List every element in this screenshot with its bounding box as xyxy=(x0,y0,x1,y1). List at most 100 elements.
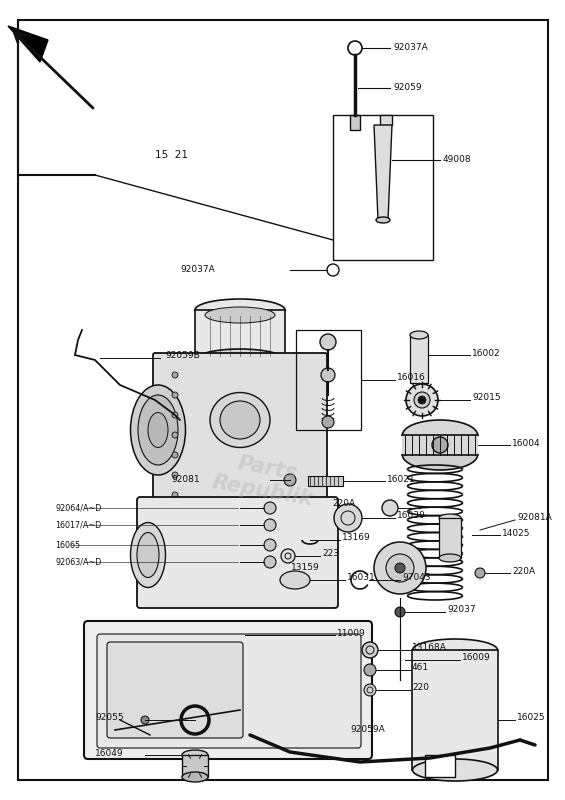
Text: 16065: 16065 xyxy=(55,541,80,550)
Bar xyxy=(308,476,343,486)
Circle shape xyxy=(406,384,438,416)
Text: 16030: 16030 xyxy=(397,511,426,521)
Circle shape xyxy=(475,568,485,578)
Circle shape xyxy=(264,539,276,551)
Text: 97043: 97043 xyxy=(402,574,431,582)
Ellipse shape xyxy=(412,639,498,661)
Circle shape xyxy=(172,492,178,498)
Ellipse shape xyxy=(182,750,208,760)
Bar xyxy=(350,115,360,130)
Text: 49008: 49008 xyxy=(443,155,472,165)
Text: 220A: 220A xyxy=(332,499,355,509)
Text: 92059B: 92059B xyxy=(165,350,200,359)
Circle shape xyxy=(321,368,335,382)
Circle shape xyxy=(284,474,296,486)
Ellipse shape xyxy=(182,772,208,782)
FancyBboxPatch shape xyxy=(84,621,372,759)
Ellipse shape xyxy=(402,440,477,470)
Ellipse shape xyxy=(412,759,498,781)
Bar xyxy=(425,755,455,777)
Bar xyxy=(439,518,461,558)
Text: 92081A: 92081A xyxy=(517,514,552,522)
Circle shape xyxy=(320,334,336,350)
Circle shape xyxy=(364,664,376,676)
Text: 15  21: 15 21 xyxy=(155,150,188,160)
Text: 16004: 16004 xyxy=(512,438,541,447)
Circle shape xyxy=(264,519,276,531)
Text: 14025: 14025 xyxy=(502,529,531,538)
Text: 461: 461 xyxy=(412,663,429,673)
Circle shape xyxy=(141,716,149,724)
Circle shape xyxy=(322,416,334,428)
Text: 16002: 16002 xyxy=(472,349,501,358)
Text: 16017/A~D: 16017/A~D xyxy=(55,521,101,530)
Circle shape xyxy=(172,372,178,378)
Text: 16025: 16025 xyxy=(517,714,546,722)
Ellipse shape xyxy=(205,307,275,323)
FancyBboxPatch shape xyxy=(107,642,243,738)
FancyBboxPatch shape xyxy=(137,497,338,608)
Polygon shape xyxy=(8,26,48,62)
Text: 92081: 92081 xyxy=(171,475,200,485)
Text: 92037A: 92037A xyxy=(393,43,428,53)
Bar xyxy=(380,115,392,125)
Circle shape xyxy=(395,563,405,573)
Bar xyxy=(296,330,361,430)
Bar xyxy=(412,650,498,770)
Circle shape xyxy=(172,412,178,418)
Text: 16016: 16016 xyxy=(397,374,426,382)
Text: 92037: 92037 xyxy=(447,606,476,614)
Text: 92055: 92055 xyxy=(95,713,124,722)
Text: 16031: 16031 xyxy=(347,574,376,582)
Circle shape xyxy=(172,452,178,458)
Circle shape xyxy=(386,554,414,582)
Text: 220A: 220A xyxy=(512,566,535,575)
Ellipse shape xyxy=(220,401,260,439)
Text: 223: 223 xyxy=(322,550,339,558)
Text: 92015: 92015 xyxy=(472,394,501,402)
Text: 92059A: 92059A xyxy=(350,726,385,734)
Circle shape xyxy=(364,684,376,696)
FancyBboxPatch shape xyxy=(153,353,327,512)
Circle shape xyxy=(264,502,276,514)
Circle shape xyxy=(362,642,378,658)
Text: 92059: 92059 xyxy=(393,83,421,93)
Ellipse shape xyxy=(402,420,477,450)
Circle shape xyxy=(281,549,295,563)
Circle shape xyxy=(432,437,448,453)
Circle shape xyxy=(414,392,430,408)
Text: 92037A: 92037A xyxy=(180,266,215,274)
Text: 220: 220 xyxy=(412,683,429,693)
Ellipse shape xyxy=(439,554,461,562)
Ellipse shape xyxy=(195,349,285,371)
Circle shape xyxy=(395,607,405,617)
Bar xyxy=(402,435,478,455)
Bar xyxy=(195,310,285,360)
Ellipse shape xyxy=(131,385,185,475)
Circle shape xyxy=(374,542,426,594)
Text: 16049: 16049 xyxy=(95,749,124,758)
Circle shape xyxy=(382,500,398,516)
Text: 92064/A~D: 92064/A~D xyxy=(55,503,101,513)
Text: 13159: 13159 xyxy=(291,562,320,571)
Ellipse shape xyxy=(376,217,390,223)
Text: 11009: 11009 xyxy=(337,629,366,638)
FancyBboxPatch shape xyxy=(97,634,361,748)
Ellipse shape xyxy=(280,571,310,589)
Circle shape xyxy=(334,504,362,532)
Ellipse shape xyxy=(439,514,461,522)
Text: 16009: 16009 xyxy=(462,654,491,662)
Text: Parts
Republik: Parts Republik xyxy=(211,450,319,510)
Ellipse shape xyxy=(131,522,166,587)
Circle shape xyxy=(418,396,426,404)
Text: 13168A: 13168A xyxy=(412,643,447,653)
Ellipse shape xyxy=(410,331,428,339)
Bar xyxy=(410,335,428,383)
Circle shape xyxy=(264,556,276,568)
Circle shape xyxy=(172,472,178,478)
Text: 92063/A~D: 92063/A~D xyxy=(55,558,101,566)
Text: 16021: 16021 xyxy=(387,474,416,483)
Circle shape xyxy=(172,432,178,438)
Bar xyxy=(182,755,208,777)
Ellipse shape xyxy=(210,393,270,447)
